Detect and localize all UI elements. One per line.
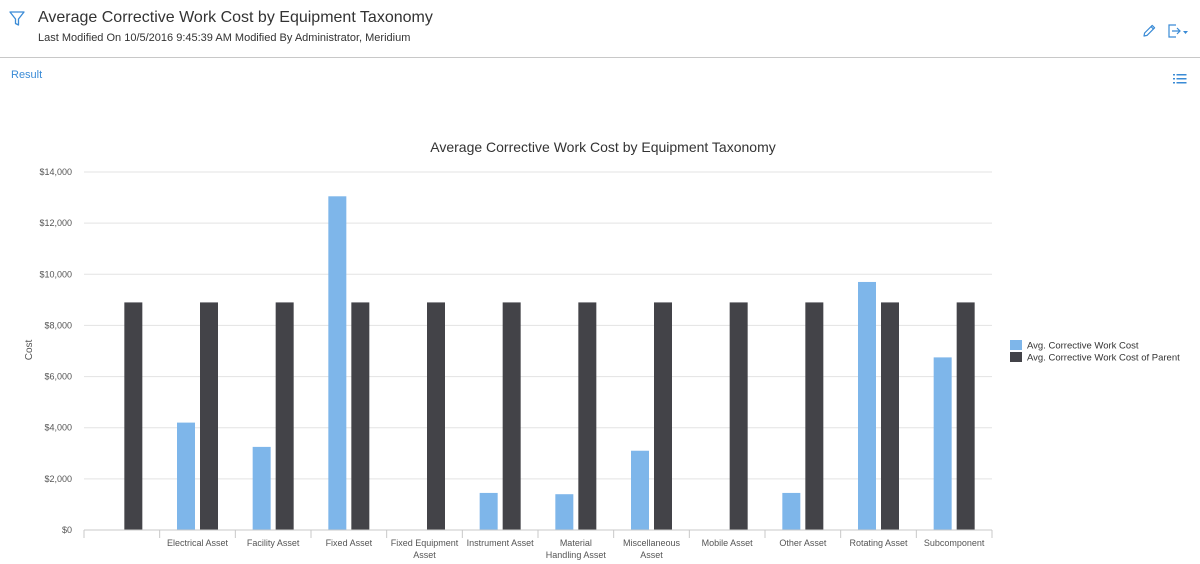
grid-lines <box>84 171 992 480</box>
x-tick-label: Electrical Asset <box>167 538 229 548</box>
bar-parent-cost[interactable] <box>881 302 899 530</box>
bar-avg-cost[interactable] <box>479 492 498 530</box>
y-tick-label: $10,000 <box>39 269 72 279</box>
bar-parent-cost[interactable] <box>200 302 218 530</box>
legend-label[interactable]: Avg. Corrective Work Cost <box>1027 341 1139 352</box>
y-tick-label: $0 <box>62 525 72 535</box>
axes: $0 $2,000 $4,000 $6,000 $8,000 $10,000 $12,000… <box>39 167 993 560</box>
x-tick-label: Subcomponent <box>924 538 985 548</box>
x-tick-label: Handling Asset <box>546 550 607 560</box>
bars <box>124 196 975 531</box>
bar-parent-cost[interactable] <box>805 302 824 530</box>
bar-avg-cost[interactable] <box>858 281 876 530</box>
bar-parent-cost[interactable] <box>124 302 143 530</box>
legend-label[interactable]: Avg. Corrective Work Cost of Parent <box>1027 353 1180 364</box>
y-tick-label: $8,000 <box>44 320 72 330</box>
x-tick-label: Miscellaneous <box>623 538 681 548</box>
x-tick-label: Asset <box>640 550 663 560</box>
bar-avg-cost[interactable] <box>328 196 347 531</box>
pencil-icon[interactable] <box>1141 23 1157 39</box>
bar-avg-cost[interactable] <box>252 446 271 530</box>
x-tick-label: Asset <box>413 550 436 560</box>
page-title: Average Corrective Work Cost by Equipmen… <box>38 9 433 26</box>
bar-avg-cost[interactable] <box>782 492 801 530</box>
y-tick-label: $12,000 <box>39 218 72 228</box>
export-icon[interactable] <box>1166 22 1190 40</box>
bar-avg-cost[interactable] <box>177 422 195 530</box>
result-tab[interactable]: Result <box>11 69 43 81</box>
y-axis-title: Cost <box>24 339 35 360</box>
x-tick-label: Material <box>560 538 592 548</box>
page-header: Average Corrective Work Cost by Equipmen… <box>0 0 1200 58</box>
bar-parent-cost[interactable] <box>729 302 748 530</box>
filter-icon[interactable] <box>8 10 26 28</box>
list-icon[interactable] <box>1172 72 1188 86</box>
bar-parent-cost[interactable] <box>351 302 370 530</box>
bar-parent-cost[interactable] <box>654 302 672 530</box>
x-tick-label: Fixed Equipment <box>391 538 459 548</box>
bar-avg-cost[interactable] <box>933 357 952 530</box>
legend-swatch[interactable] <box>1010 352 1022 362</box>
y-tick-label: $4,000 <box>44 423 72 433</box>
x-tick-label: Instrument Asset <box>467 538 535 548</box>
x-tick-label: Facility Asset <box>247 538 300 548</box>
x-tick-label: Other Asset <box>779 538 827 548</box>
x-tick-label: Fixed Asset <box>326 538 373 548</box>
x-tick-label: Rotating Asset <box>849 538 908 548</box>
bar-parent-cost[interactable] <box>427 302 445 530</box>
bar-parent-cost[interactable] <box>275 302 294 530</box>
bar-parent-cost[interactable] <box>578 302 597 530</box>
y-tick-label: $6,000 <box>44 372 72 382</box>
x-tick-label: Mobile Asset <box>702 538 754 548</box>
chart-title: Average Corrective Work Cost by Equipmen… <box>430 139 776 155</box>
y-tick-label: $2,000 <box>44 474 72 484</box>
bar-parent-cost[interactable] <box>502 302 521 530</box>
y-tick-label: $14,000 <box>39 167 72 177</box>
bar-avg-cost[interactable] <box>631 450 649 530</box>
last-modified-text: Last Modified On 10/5/2016 9:45:39 AM Mo… <box>38 32 411 44</box>
bar-parent-cost[interactable] <box>956 302 975 530</box>
bar-avg-cost[interactable] <box>555 494 574 530</box>
legend-swatch[interactable] <box>1010 340 1022 350</box>
